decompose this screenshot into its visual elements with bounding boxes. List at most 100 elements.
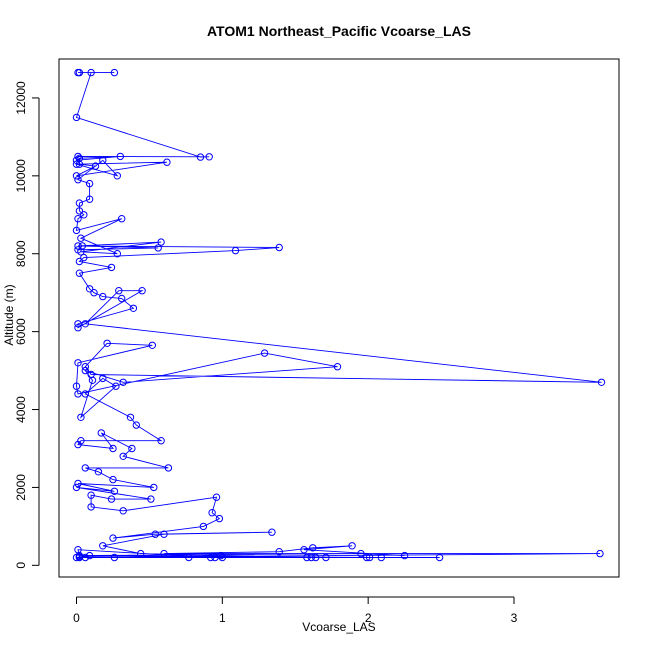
data-point	[87, 68, 95, 77]
y-axis: 0 2000 4000 6000 8000 10000 12000	[14, 81, 40, 569]
data-point	[72, 172, 81, 180]
data-point	[231, 246, 240, 255]
x-tick-label: 0	[73, 611, 80, 625]
data-point	[107, 263, 116, 272]
y-tick-label: 2000	[14, 474, 28, 501]
y-tick-label: 4000	[14, 396, 28, 423]
data-point	[128, 444, 136, 453]
data-point	[211, 553, 219, 562]
data-point	[97, 429, 106, 437]
data-point	[312, 553, 320, 562]
y-tick-label: 8000	[14, 240, 28, 267]
data-point	[81, 464, 90, 472]
data-point	[115, 287, 123, 295]
data-point	[148, 341, 157, 349]
data-point	[78, 242, 87, 250]
data-point	[303, 553, 311, 562]
data-point	[137, 549, 145, 558]
data-point	[75, 68, 84, 77]
data-point	[596, 549, 604, 558]
data-point	[377, 553, 385, 562]
data-point	[196, 153, 205, 161]
data-point	[74, 324, 82, 332]
data-point	[154, 244, 162, 252]
data-point	[80, 211, 88, 219]
data-point	[74, 390, 82, 398]
data-point	[99, 292, 107, 301]
data-point	[74, 359, 82, 367]
data-point	[90, 289, 98, 297]
data-point	[72, 553, 81, 562]
data-point	[77, 413, 85, 421]
data-point	[597, 378, 606, 386]
data-point	[88, 376, 97, 384]
data-point	[99, 542, 107, 550]
data-point	[75, 207, 84, 215]
data-point	[75, 160, 84, 168]
y-tick-label: 12000	[14, 81, 28, 115]
data-point	[365, 553, 374, 562]
data-point	[72, 113, 81, 122]
data-point	[75, 199, 84, 207]
y-axis-label: Altitude (m)	[2, 284, 16, 345]
data-point	[109, 475, 117, 484]
data-point	[348, 542, 356, 550]
x-tick-label: 2	[365, 611, 372, 625]
data-point	[357, 549, 365, 558]
data-point	[309, 544, 317, 552]
series-line	[75, 72, 602, 558]
data-point	[400, 551, 409, 560]
data-point	[116, 152, 125, 161]
data-point	[112, 382, 120, 390]
data-point	[118, 294, 126, 303]
data-point	[307, 553, 315, 562]
data-point	[94, 468, 103, 476]
data-point	[75, 257, 84, 266]
data-point	[74, 176, 82, 184]
data-point	[164, 464, 173, 472]
data-point	[72, 382, 81, 390]
data-point	[80, 253, 88, 262]
data-point	[74, 479, 82, 488]
data-point	[74, 215, 82, 223]
data-point	[150, 483, 158, 492]
data-point	[113, 250, 122, 258]
y-tick-label: 6000	[14, 318, 28, 345]
data-point	[119, 452, 127, 460]
data-point	[215, 514, 224, 523]
data-point	[74, 320, 82, 328]
data-point	[363, 553, 371, 562]
data-point	[218, 553, 227, 562]
data-point	[185, 553, 193, 562]
data-point	[333, 363, 342, 371]
data-point	[85, 179, 94, 188]
data-point	[113, 172, 122, 180]
data-point	[208, 509, 216, 517]
data-point	[322, 553, 330, 562]
data-point	[138, 287, 146, 295]
data-point	[74, 152, 82, 161]
data-point	[126, 413, 135, 421]
data-point	[85, 195, 94, 203]
data-point	[151, 530, 160, 538]
data-point	[99, 374, 107, 383]
data-point	[81, 366, 90, 375]
data-point	[110, 68, 119, 77]
x-axis-label: Vcoarse_LAS	[302, 620, 375, 634]
data-point	[103, 339, 111, 347]
data-point	[81, 363, 90, 371]
data-point	[109, 534, 117, 542]
data-point	[74, 242, 82, 250]
data-point	[72, 483, 81, 492]
data-point	[268, 528, 276, 536]
data-point	[157, 238, 165, 246]
data-point	[275, 243, 283, 252]
series-layer	[72, 68, 606, 562]
x-axis: 0 1 2 3	[73, 596, 518, 625]
data-point	[119, 507, 127, 515]
data-point	[85, 551, 94, 560]
data-point	[107, 495, 116, 503]
data-point	[118, 215, 126, 223]
